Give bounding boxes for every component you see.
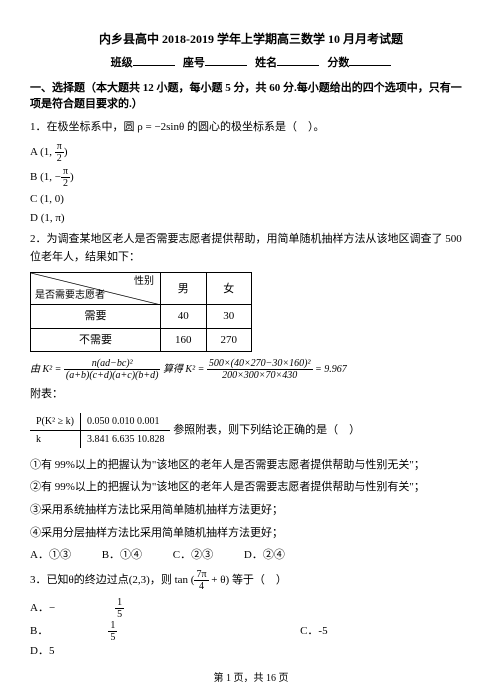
q2-table: 是否需要志愿者 性别 男 女 需要 40 30 不需要 160 270 bbox=[30, 272, 252, 352]
q3-num: 7π bbox=[194, 569, 208, 581]
q3-a-den: 5 bbox=[115, 609, 124, 620]
q2-diag-lab1: 是否需要志愿者 bbox=[35, 288, 105, 303]
score-label: 分数 bbox=[327, 57, 349, 69]
q2-opt-d: D．②④ bbox=[244, 547, 285, 564]
q2-f-num: n(ad−bc)² bbox=[64, 358, 161, 370]
seat-blank bbox=[205, 54, 247, 66]
q2-f-pre: 由 bbox=[30, 364, 40, 375]
q3-stem: 3．已知θ的终边过点(2,3)，则 tan (7π4 + θ) 等于（ ） bbox=[30, 569, 472, 592]
q1-a-1: 1 bbox=[44, 146, 50, 158]
q1-opt-c: C (1, 0) bbox=[30, 191, 472, 208]
q2-formula: 由 K² = n(ad−bc)²(a+b)(c+d)(a+c)(b+d) 算得 … bbox=[30, 358, 472, 381]
q2-f-eq: = 9.967 bbox=[315, 364, 347, 375]
q3-options: A．−15 B．15 C．-5 D．5 bbox=[30, 597, 472, 660]
q1-b-den: 2 bbox=[61, 178, 70, 189]
q2-row2-c1: 160 bbox=[161, 328, 207, 352]
exam-title: 内乡县高中 2018-2019 学年上学期高三数学 10 月月考试题 bbox=[30, 30, 472, 48]
q2-col-female: 女 bbox=[206, 273, 252, 305]
q3-opt-d: D．5 bbox=[30, 643, 54, 660]
q2-f-den2: 200×300×70×430 bbox=[207, 370, 313, 381]
q1-opt-d: D (1, π) bbox=[30, 210, 472, 227]
q3-opt-c: C．-5 bbox=[300, 623, 328, 640]
q2-stem: 2．为调查某地区老人是否需要志愿者提供帮助，用简单随机抽样方法从该地区调查了 5… bbox=[30, 231, 472, 266]
q2-f-num2: 500×(40×270−30×160)² bbox=[207, 358, 313, 370]
q1-b-num: π bbox=[61, 166, 70, 178]
class-blank bbox=[133, 54, 175, 66]
q1-b-1: 1 bbox=[44, 171, 50, 183]
q1-a-label: A bbox=[30, 146, 37, 158]
q2-c2: ②有 99%以上的把握认为"该地区的老年人是否需要志愿者提供帮助与性别有关"； bbox=[30, 479, 472, 497]
q2-col-male: 男 bbox=[161, 273, 207, 305]
q3-opt-a: A．− 15 bbox=[30, 597, 244, 620]
q2-f-den: (a+b)(c+d)(a+c)(b+d) bbox=[64, 370, 161, 381]
q2-row1-c2: 30 bbox=[206, 305, 252, 329]
q3-den: 4 bbox=[194, 581, 208, 592]
q1-a-num: π bbox=[55, 141, 64, 153]
q3-b-num: 1 bbox=[108, 620, 117, 632]
q2-opt-b: B．①④ bbox=[102, 547, 142, 564]
q2-diag-lab2: 性别 bbox=[134, 274, 154, 289]
q1-a-den: 2 bbox=[55, 153, 64, 164]
q3-a-pre: A．− bbox=[30, 600, 55, 617]
q2-row2-c2: 270 bbox=[206, 328, 252, 352]
q3-b-pre: B． bbox=[30, 623, 48, 640]
q3-theta: + θ bbox=[211, 574, 225, 586]
class-label: 班级 bbox=[111, 57, 133, 69]
q2-f-mid: 算得 K² = bbox=[163, 364, 204, 375]
q3-pre: 3．已知θ的终边过点(2,3)，则 tan bbox=[30, 574, 188, 586]
q3-a-num: 1 bbox=[115, 597, 124, 609]
q3-opt-b: B． 15 bbox=[30, 620, 237, 643]
q2-ref-r2: 3.841 6.635 10.828 bbox=[80, 430, 170, 448]
name-label: 姓名 bbox=[255, 57, 277, 69]
q2-c4: ④采用分层抽样方法比采用简单随机抽样方法更好； bbox=[30, 525, 472, 543]
seat-label: 座号 bbox=[183, 57, 205, 69]
section-1-head: 一、选择题（本大题共 12 小题，每小题 5 分，共 60 分.每小题给出的四个… bbox=[30, 80, 472, 113]
q3-post: 等于（ ） bbox=[232, 574, 287, 586]
q2-diag-cell: 是否需要志愿者 性别 bbox=[31, 273, 161, 305]
page-number: 第 1 页，共 16 页 bbox=[0, 671, 502, 686]
header-fields: 班级 座号 姓名 分数 bbox=[30, 54, 472, 72]
q1-stem: 1．在极坐标系中，圆 ρ = −2sinθ 的圆心的极坐标系是（ ）。 bbox=[30, 119, 472, 137]
q2-c1: ①有 99%以上的把握认为"该地区的老年人是否需要志愿者提供帮助与性别无关"； bbox=[30, 457, 472, 475]
q2-ref-r1: k bbox=[30, 430, 80, 448]
q2-ref-h1: P(K² ≥ k) bbox=[30, 413, 80, 431]
q1-opt-a: A (1, π2) bbox=[30, 141, 472, 164]
q2-row1-c1: 40 bbox=[161, 305, 207, 329]
q2-ref-label: 附表： bbox=[30, 386, 472, 404]
q1-b-label: B bbox=[30, 171, 37, 183]
q2-row2-label: 不需要 bbox=[31, 328, 161, 352]
q2-ref-table: P(K² ≥ k) 0.050 0.010 0.001 k 3.841 6.63… bbox=[30, 413, 170, 448]
name-blank bbox=[277, 54, 319, 66]
q2-ref-h2: 0.050 0.010 0.001 bbox=[80, 413, 170, 431]
q2-f-k2: K² = bbox=[43, 364, 62, 375]
q1-opt-b: B (1, −π2) bbox=[30, 166, 472, 189]
q2-row1-label: 需要 bbox=[31, 305, 161, 329]
q2-opt-c: C．②③ bbox=[173, 547, 213, 564]
q2-options: A．①③ B．①④ C．②③ D．②④ bbox=[30, 547, 472, 564]
q2-ref-tail: 参照附表，则下列结论正确的是（ ） bbox=[173, 424, 360, 436]
score-blank bbox=[349, 54, 391, 66]
q2-c3: ③采用系统抽样方法比采用简单随机抽样方法更好； bbox=[30, 502, 472, 520]
q3-b-den: 5 bbox=[108, 632, 117, 643]
q2-opt-a: A．①③ bbox=[30, 547, 71, 564]
